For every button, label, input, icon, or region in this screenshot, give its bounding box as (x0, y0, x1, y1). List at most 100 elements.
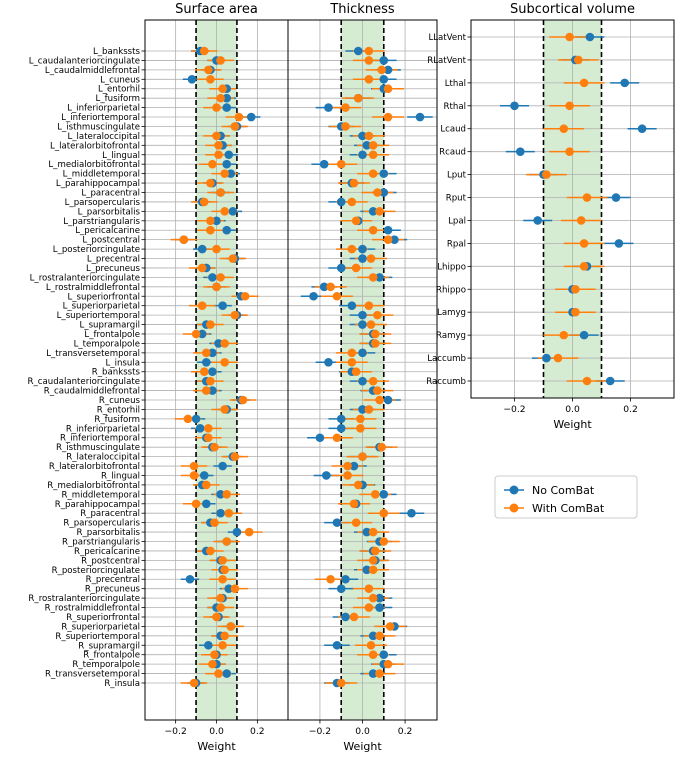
y-tick-label: Lthal (445, 79, 466, 89)
data-point (210, 518, 219, 527)
data-point (191, 414, 201, 424)
data-point (226, 169, 236, 178)
data-point (222, 93, 232, 103)
data-point (309, 291, 318, 301)
data-point (212, 612, 221, 622)
data-point (368, 207, 378, 216)
y-tick-label: R_posteriorcingulate (52, 566, 140, 576)
y-tick-label: L_frontalpole (84, 330, 140, 340)
data-point (347, 244, 357, 254)
data-point (347, 197, 357, 207)
data-point (582, 376, 592, 386)
data-point (224, 508, 234, 518)
data-point (220, 339, 229, 348)
y-tick-label: R_parahippocampal (55, 500, 140, 510)
legend-marker-no-combat (509, 485, 519, 495)
data-point (197, 244, 207, 254)
x-tick-label: −0.2 (503, 404, 525, 415)
data-point (637, 124, 647, 134)
data-point (220, 169, 229, 178)
data-point (222, 103, 232, 112)
data-point (364, 46, 374, 56)
y-tick-label: L_rostralanteriorcingulate (30, 273, 140, 283)
data-point (358, 254, 367, 263)
y-tick-label: R_caudalmiddlefrontal (44, 387, 140, 397)
data-point (332, 291, 342, 301)
data-point (366, 640, 376, 650)
y-tick-label: Rcaud (439, 148, 466, 158)
data-point (206, 216, 215, 226)
data-point (370, 546, 380, 556)
data-point (218, 301, 227, 310)
data-point (214, 339, 223, 348)
data-point (379, 74, 389, 84)
x-tick-label: −0.2 (164, 726, 186, 737)
data-point (199, 471, 209, 480)
data-point (368, 273, 378, 282)
data-point (585, 32, 595, 42)
data-point (375, 603, 384, 612)
data-point (341, 612, 350, 622)
data-point (199, 46, 209, 56)
data-point (324, 103, 333, 112)
y-tick-label: Lpal (448, 216, 466, 226)
data-point (234, 112, 244, 122)
y-tick-label: L_lateralorbitofrontal (50, 141, 140, 151)
data-point (542, 353, 551, 363)
data-point (208, 348, 217, 358)
y-tick-label: L_parsopercularis (65, 198, 141, 208)
data-point (199, 197, 209, 207)
y-tick-label: Lhippo (437, 262, 466, 272)
data-point (199, 367, 209, 377)
data-point (358, 405, 367, 414)
data-point (191, 499, 201, 509)
data-point (230, 452, 240, 461)
data-point (611, 193, 621, 202)
data-point (407, 508, 416, 518)
data-point (533, 216, 542, 225)
y-tick-label: L_lingual (102, 151, 140, 161)
data-point (375, 631, 384, 641)
data-point (368, 669, 378, 678)
data-point (179, 235, 189, 244)
data-point (370, 490, 380, 499)
y-tick-label: L_middletemporal (63, 170, 140, 180)
data-point (187, 74, 197, 84)
data-point (201, 357, 211, 367)
y-tick-label: L_caudalanteriorcingulate (29, 56, 140, 66)
data-point (326, 574, 335, 584)
data-point (364, 405, 374, 414)
data-point (240, 291, 250, 301)
data-point (244, 527, 254, 537)
panel-title: Subcortical volume (510, 2, 635, 17)
data-point (238, 395, 248, 405)
data-point (224, 150, 234, 160)
data-point (579, 239, 589, 248)
y-tick-label: R_lateralorbitofrontal (49, 462, 140, 472)
data-point (516, 147, 525, 156)
y-tick-label: R_lateraloccipital (66, 453, 140, 463)
data-point (579, 78, 589, 88)
data-point (341, 122, 350, 131)
data-point (220, 565, 229, 575)
y-tick-label: L_posteriorcingulate (53, 245, 140, 255)
y-tick-label: R_insula (104, 679, 140, 689)
data-point (336, 584, 346, 593)
y-tick-label: R_inferiorparietal (66, 424, 140, 434)
data-point (212, 282, 221, 292)
data-point (212, 244, 221, 254)
data-point (336, 414, 346, 424)
x-axis-label: Weight (553, 418, 592, 431)
data-point (559, 124, 569, 134)
data-point (390, 235, 399, 244)
data-point (368, 150, 378, 160)
data-point (347, 348, 357, 358)
y-tick-label: R_supramargil (78, 641, 140, 651)
data-point (315, 433, 325, 443)
data-point (364, 74, 374, 84)
data-point (336, 424, 346, 433)
y-tick-label: Laccumb (427, 354, 466, 364)
data-point (204, 65, 213, 75)
y-tick-label: L_rostralmiddlefrontal (46, 283, 140, 293)
data-point (218, 556, 227, 565)
